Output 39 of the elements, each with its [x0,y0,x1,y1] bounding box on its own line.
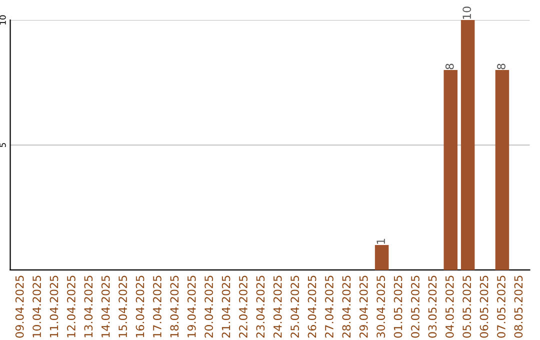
x-tick-label: 29.04.2025 [359,276,368,338]
x-tick-label: 16.04.2025 [136,276,144,338]
x-tick-label: 28.04.2025 [342,276,351,338]
x-tick-label: 24.04.2025 [273,276,282,338]
data-label: 8 [497,64,506,70]
data-label: 10 [462,6,472,19]
bar [495,70,510,270]
x-tick-label: 08.05.2025 [514,276,523,338]
x-tick-label: 26.04.2025 [308,276,316,338]
x-tick-label: 23.04.2025 [256,276,265,338]
x-tick-label: 07.05.2025 [497,276,506,338]
bar [444,70,458,270]
x-tick-label: 09.04.2025 [15,276,24,338]
x-tick-label: 06.05.2025 [480,276,488,338]
x-tick-label: 10.04.2025 [32,276,42,338]
x-tick-label: 19.04.2025 [187,276,196,338]
data-label: 1 [376,238,385,244]
x-tick-label: 18.04.2025 [170,276,179,338]
y-tick-label: 5 [0,143,6,148]
x-tick-label: 11.04.2025 [50,276,58,338]
x-tick-label: 17.04.2025 [153,276,162,338]
bar [374,244,389,270]
x-tick-label: 02.05.2025 [411,276,420,338]
x-tick-label: 05.05.2025 [462,276,472,338]
x-tick-label: 21.04.2025 [222,276,230,338]
x-tick-label: 13.04.2025 [84,276,93,338]
x-tick-label: 30.04.2025 [376,276,386,338]
x-tick-label: 15.04.2025 [118,276,128,338]
x-tick-label: 14.04.2025 [101,276,110,338]
x-tick-label: 22.04.2025 [239,276,248,338]
data-label: 8 [445,64,454,70]
x-tick-label: 20.04.2025 [204,276,214,338]
x-tick-label: 12.04.2025 [67,276,76,338]
x-tick-label: 27.04.2025 [325,276,334,338]
x-tick-label: 01.05.2025 [394,276,402,338]
x-tick-label: 03.05.2025 [428,276,437,338]
x-tick-label: 25.04.2025 [290,276,300,338]
bar [460,20,475,270]
x-tick-label: 04.05.2025 [445,276,454,338]
